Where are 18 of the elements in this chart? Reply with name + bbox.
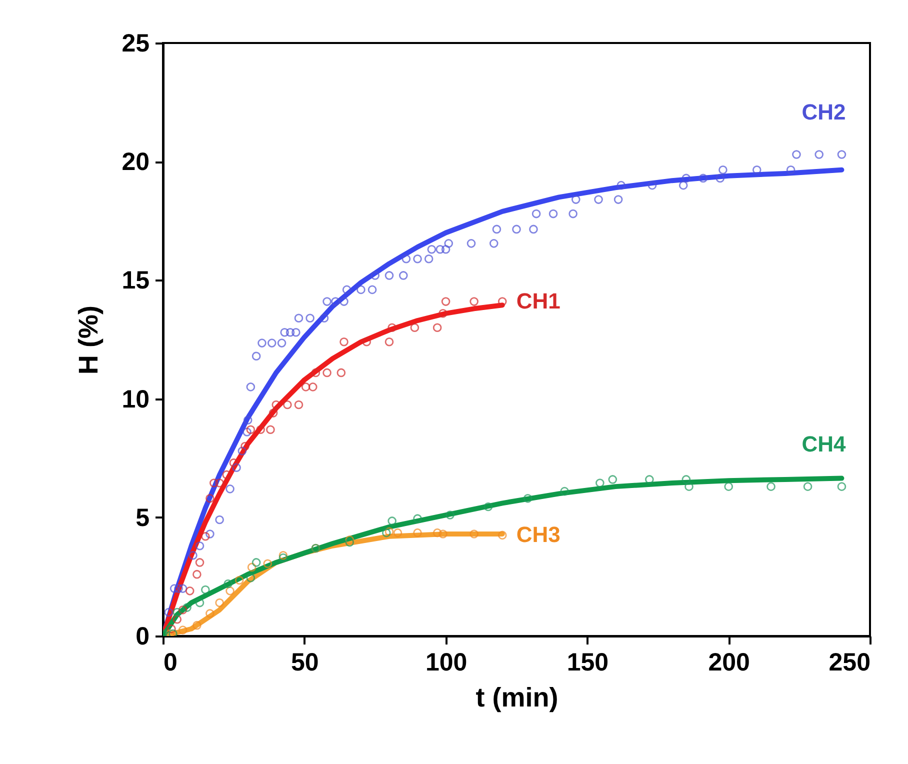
y-tick-label: 0 [136,622,150,650]
y-tick-label: 20 [122,148,150,176]
y-tick-label: 25 [122,30,150,58]
y-tick-label: 5 [136,504,150,532]
y-tick-label: 15 [122,266,150,295]
series-label: CH3 [516,522,560,548]
x-tick-label: 200 [708,648,750,676]
series-label: CH2 [802,99,846,124]
x-axis-title: t (min) [476,682,558,712]
x-tick-label: 50 [290,648,319,676]
x-tick-label: 100 [425,648,468,676]
x-tick-label: 150 [566,648,609,676]
x-tick-label: 0 [164,648,178,676]
x-tick-label: 250 [828,648,870,676]
y-tick-label: 10 [122,385,150,414]
series-label: CH4 [802,432,846,457]
y-axis-title: H (%) [74,306,104,374]
series-label: CH1 [516,288,560,314]
